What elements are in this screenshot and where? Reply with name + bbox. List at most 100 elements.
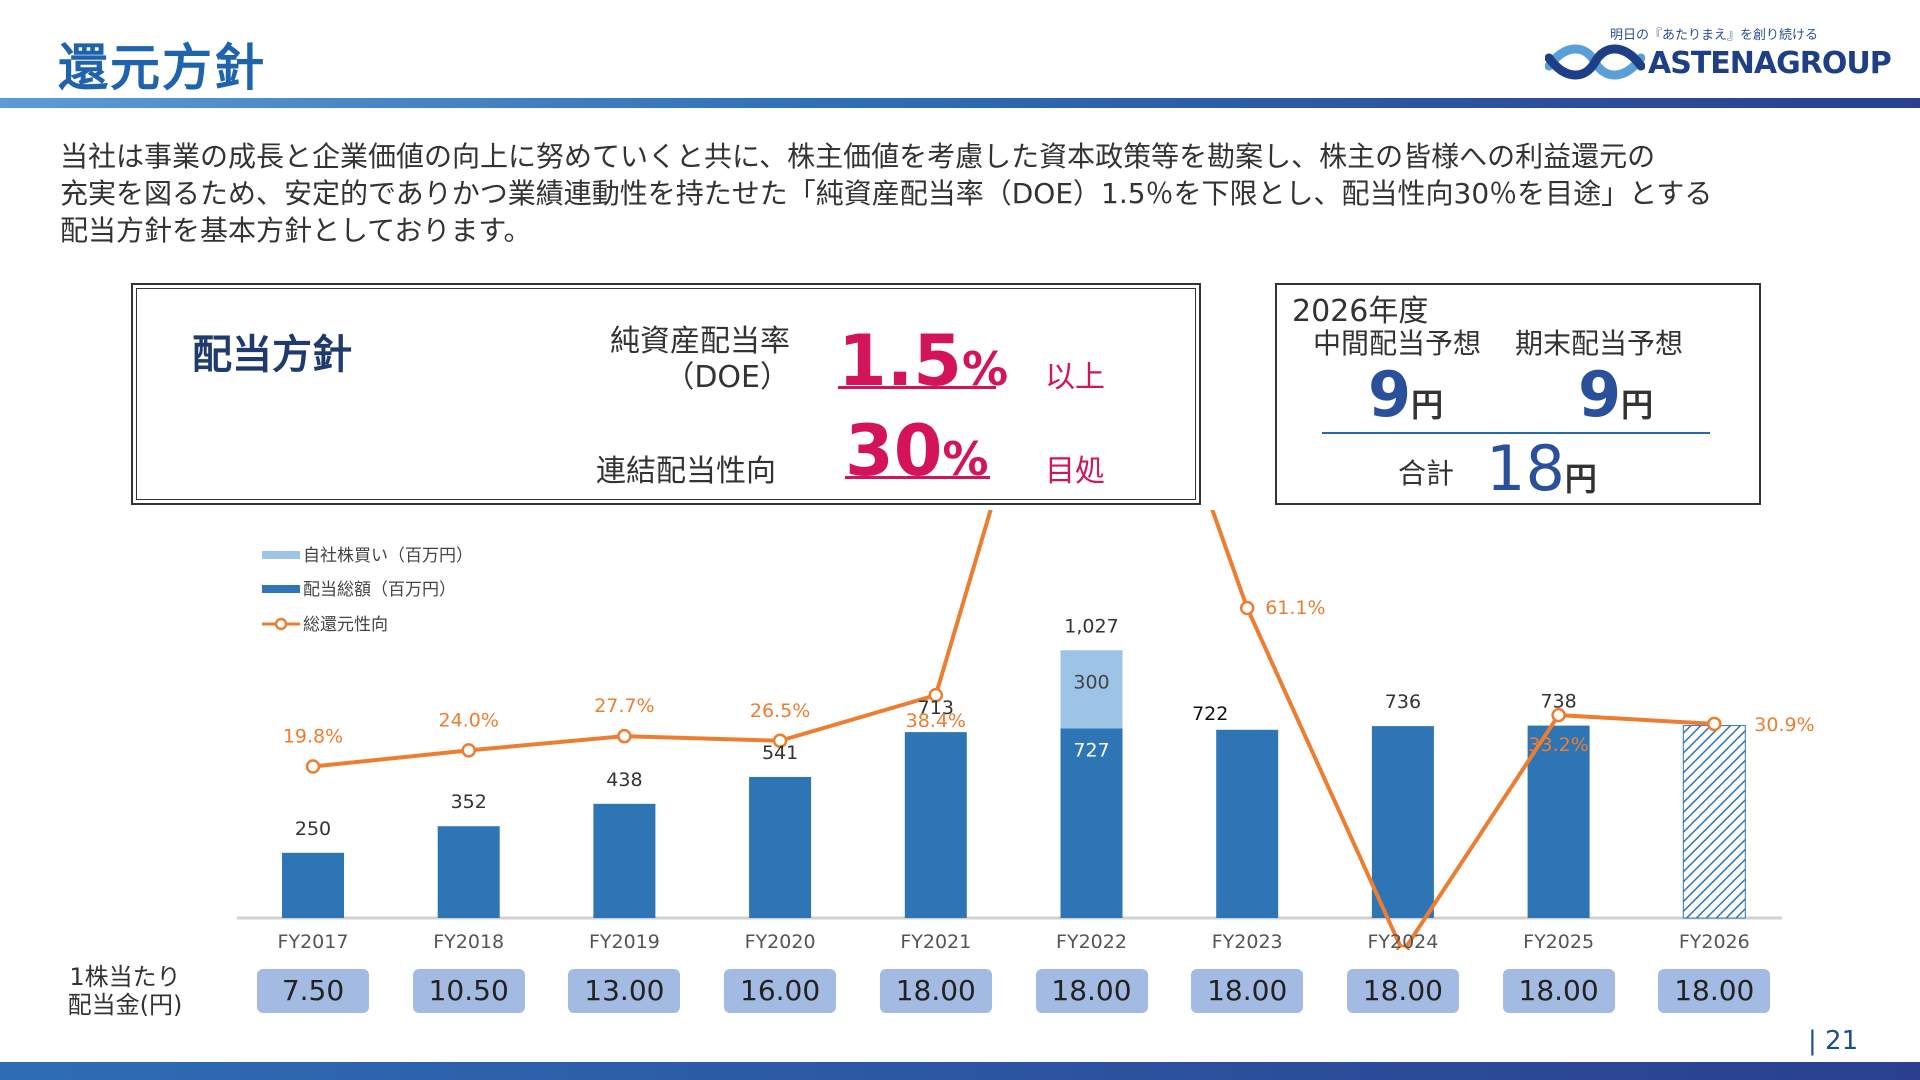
intro-paragraph: 当社は事業の成長と企業価値の向上に努めていくと共に、株主価値を考慮した資本政策等… <box>60 138 1860 249</box>
bar-dividend-fy2023 <box>1216 729 1279 918</box>
dps-label: 1株当たり 配当金(円) <box>60 963 190 1019</box>
dps-value-fy2018: 10.50 <box>412 969 525 1013</box>
x-tick-fy2018: FY2018 <box>433 931 504 950</box>
bar-group <box>282 650 1746 919</box>
x-tick-fy2020: FY2020 <box>745 931 816 950</box>
ratio-label-fy2017: 19.8% <box>283 726 343 748</box>
dps-value-fy2019: 13.00 <box>568 969 681 1013</box>
legend-marker-ratio <box>274 617 288 631</box>
payout-suffix: 目処 <box>1045 454 1105 489</box>
bar-label-fy2025: 738 <box>1540 691 1576 713</box>
x-tick-fy2023: FY2023 <box>1212 931 1283 950</box>
bar-label-buyback-fy2022: 300 <box>1073 671 1109 693</box>
interim-unit: 円 <box>1411 386 1444 424</box>
doe-value: 1.5% <box>838 320 1008 402</box>
ratio-label-fy2018: 24.0% <box>439 709 499 731</box>
bar-label-fy2017: 250 <box>295 818 331 840</box>
ratio-point-fy2017 <box>305 759 321 774</box>
return-chart: 自社株買い（百万円） 配当総額（百万円） 総還元性向 FY2017 FY2018 F… <box>237 510 1815 950</box>
ratio-label-fy2020: 26.5% <box>750 700 810 722</box>
bar-dividend-fy2024 <box>1371 726 1434 918</box>
legend-label-dividend: 配当総額（百万円） <box>303 580 456 600</box>
ratio-point-fy2020 <box>772 733 788 749</box>
legend-label-buyback: 自社株買い（百万円） <box>303 546 473 566</box>
ratio-line <box>312 510 1715 950</box>
bar-dividend-fy2026 <box>1682 725 1746 919</box>
x-tick-fy2024: FY2024 <box>1367 931 1438 950</box>
bar-dividend-fy2018 <box>437 826 500 918</box>
final-forecast-value: 9円 <box>1578 358 1653 431</box>
dps-value-fy2023: 18.00 <box>1191 969 1304 1013</box>
bar-label-fy2024: 736 <box>1385 691 1421 713</box>
x-tick-fy2022: FY2022 <box>1056 931 1127 950</box>
ratio-point-fy2024 <box>1395 944 1410 950</box>
bar-dividend-fy2017 <box>282 852 344 918</box>
bar-buyback-fy2022 <box>1060 650 1123 729</box>
x-tick-fy2021: FY2021 <box>900 931 971 950</box>
bar-label-fy2023: 722 <box>1192 703 1228 725</box>
total-unit: 円 <box>1564 460 1597 498</box>
ratio-label-fy2021: 38.4% <box>906 710 966 732</box>
stack-total-label-fy2022: 1,027 <box>1064 615 1118 637</box>
ratio-point-fy2019 <box>617 728 632 744</box>
bar-label-fy2019: 438 <box>606 769 642 791</box>
interim-forecast-label: 中間配当予想 <box>1313 327 1482 360</box>
astena-logo-icon <box>1545 44 1645 80</box>
ratio-point-fy2023 <box>1239 600 1255 616</box>
x-tick-fy2017: FY2017 <box>278 931 349 950</box>
chart-legend: 自社株買い（百万円） 配当総額（百万円） 総還元性向 <box>262 546 473 635</box>
bar-label-fy2022: 727 <box>1073 739 1109 761</box>
final-unit: 円 <box>1621 386 1654 424</box>
bar-label-fy2021: 713 <box>918 697 954 719</box>
ratio-point-fy2021 <box>928 687 944 703</box>
bar-dividend-fy2020 <box>749 776 812 918</box>
dps-value-fy2022: 18.00 <box>1035 969 1148 1013</box>
footer-bar <box>0 1062 1920 1080</box>
interim-forecast-value: 9円 <box>1368 358 1443 431</box>
x-tick-fy2025: FY2025 <box>1523 931 1594 950</box>
x-tick-fy2019: FY2019 <box>589 931 660 950</box>
forecast-total-value: 18円 <box>1486 432 1597 505</box>
page-number: | 21 <box>1808 1026 1859 1056</box>
policy-title: 配当方針 <box>192 332 352 378</box>
bar-dividend-fy2025 <box>1527 725 1590 918</box>
final-number: 9 <box>1578 358 1622 431</box>
ratio-label-fy2025: 33.2% <box>1528 734 1588 756</box>
forecast-divider <box>1322 432 1710 434</box>
bar-dividend-fy2019 <box>593 803 656 918</box>
ratio-point-fy2025 <box>1551 707 1566 723</box>
forecast-total-label: 合計 <box>1398 457 1455 490</box>
dps-label-line2: 配当金(円) <box>67 991 183 1019</box>
x-tick-fy2026: FY2026 <box>1679 931 1750 950</box>
bar-label-fy2020: 541 <box>762 742 798 764</box>
dps-value-fy2026: 18.00 <box>1658 969 1771 1013</box>
intro-line: 配当方針を基本方針としております。 <box>60 214 532 247</box>
legend-label-ratio: 総還元性向 <box>303 615 388 635</box>
payout-underline <box>845 476 990 479</box>
logo-text: ASTENAGROUP <box>1648 46 1892 81</box>
dps-value-fy2024: 18.00 <box>1346 969 1459 1013</box>
ratio-point-fy2018 <box>461 743 476 758</box>
payout-value: 30% <box>845 410 989 492</box>
dps-value-fy2025: 18.00 <box>1502 969 1615 1013</box>
legend-swatch-dividend <box>262 585 300 593</box>
title-bar <box>0 98 1920 108</box>
intro-line: 当社は事業の成長と企業価値の向上に努めていくと共に、株主価値を考慮した資本政策等… <box>60 140 1656 173</box>
dps-label-line1: 1株当たり <box>69 963 181 991</box>
total-number: 18 <box>1486 432 1565 505</box>
bar-dividend-fy2021 <box>904 732 967 918</box>
doe-label: 純資産配当率 <box>610 324 790 359</box>
logo-tagline: 明日の『あたりまえ』を創り続ける <box>1610 28 1819 43</box>
doe-number: 1.5 <box>838 320 963 402</box>
forecast-box <box>1275 283 1761 505</box>
label-group: FY2017 FY2018 FY2019 FY2020 FY2021 FY2022 FY20… <box>278 597 1815 950</box>
dps-value-fy2021: 18.00 <box>879 969 992 1013</box>
ratio-label-fy2026: 30.9% <box>1754 714 1814 736</box>
intro-line: 充実を図るため、安定的でありかつ業績連動性を持たせた「純資産配当率（DOE）1.… <box>60 177 1713 210</box>
bar-dividend-fy2022 <box>1060 728 1123 918</box>
legend-swatch-buyback <box>262 551 300 559</box>
forecast-year: 2026年度 <box>1292 294 1429 329</box>
page-number-value: 21 <box>1825 1026 1859 1056</box>
dps-value-fy2017: 7.50 <box>257 969 369 1013</box>
policy-box <box>131 283 1201 505</box>
